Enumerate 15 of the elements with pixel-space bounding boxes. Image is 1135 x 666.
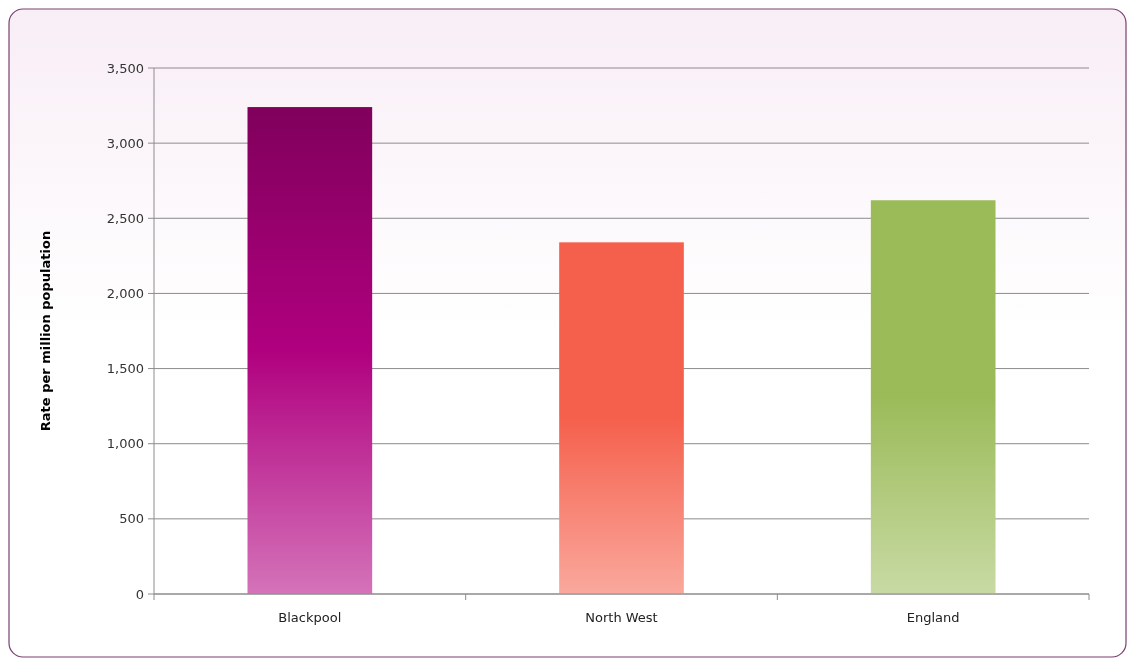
y-tick-label: 500 bbox=[119, 511, 144, 527]
x-tick-label: North West bbox=[585, 610, 658, 625]
y-tick-label: 2,500 bbox=[106, 210, 144, 226]
x-tick-label: England bbox=[906, 610, 960, 625]
y-tick-label: 3,500 bbox=[106, 60, 144, 76]
bar bbox=[247, 107, 373, 594]
bar bbox=[870, 200, 996, 594]
y-axis-title: Rate per million population bbox=[38, 230, 53, 432]
y-tick-label: 1,500 bbox=[106, 361, 144, 377]
bar bbox=[559, 242, 684, 594]
y-tick-label: 3,000 bbox=[106, 135, 144, 151]
y-tick-label: 2,000 bbox=[106, 285, 144, 301]
y-tick-label: 1,000 bbox=[106, 436, 144, 452]
y-tick-label: 0 bbox=[135, 586, 144, 602]
x-tick-label: Blackpool bbox=[278, 610, 342, 625]
